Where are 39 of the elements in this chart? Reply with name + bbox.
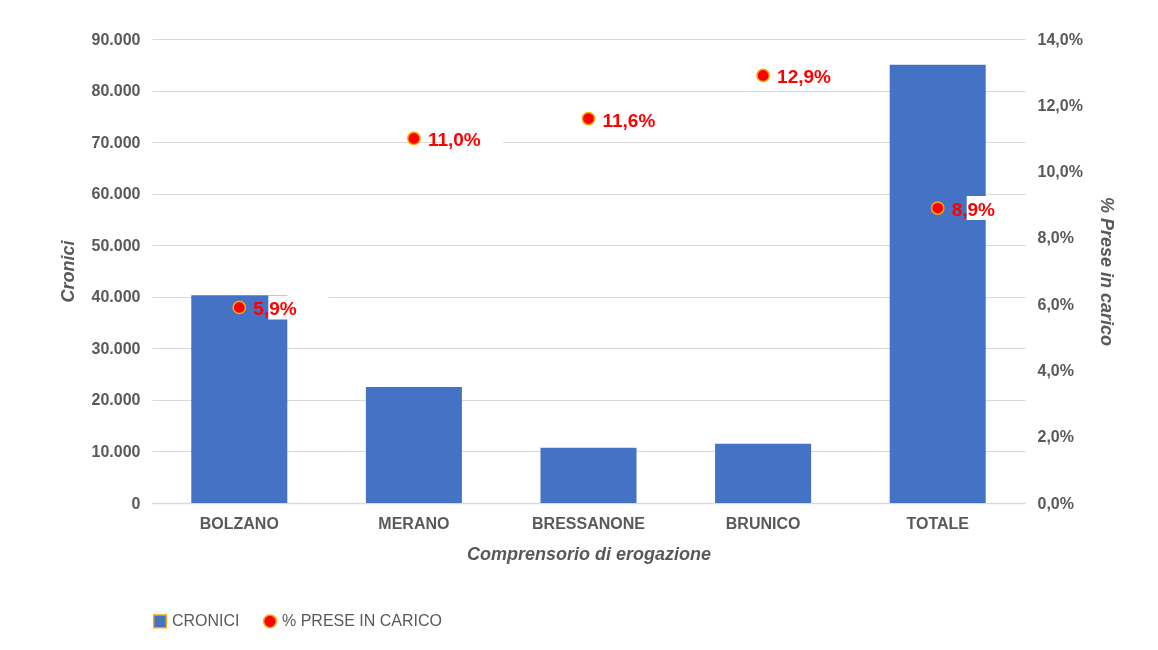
y-tick-label: 40.000	[91, 288, 141, 306]
y-tick-label: 80.000	[91, 82, 141, 100]
legend-label: % PRESE IN CARICO	[282, 612, 443, 630]
data-label: 12,9%	[777, 66, 832, 88]
y2-tick-label: 14,0%	[1037, 30, 1083, 48]
y-tick-label: 10.000	[91, 442, 141, 460]
y2-axis-title: % Prese in carico	[1096, 196, 1117, 347]
point	[930, 201, 945, 215]
y-tick-label: 30.000	[91, 339, 141, 357]
point	[581, 111, 596, 126]
y-tick-label: 20.000	[91, 391, 141, 409]
y-tick-label: 0	[131, 494, 141, 512]
y2-tick-label: 4,0%	[1037, 361, 1074, 379]
x-axis-title: Comprensorio di erogazione	[466, 543, 712, 564]
y-tick-label: 70.000	[91, 133, 141, 151]
y2-tick-label: 6,0%	[1037, 295, 1074, 313]
legend-label: CRONICI	[172, 612, 240, 630]
y2-tick-label: 2,0%	[1037, 428, 1074, 446]
x-tick-label: BOLZANO	[199, 514, 279, 532]
point	[232, 300, 247, 315]
data-label: 11,6%	[602, 109, 656, 131]
y2-tick-label: 0,0%	[1037, 494, 1074, 512]
point	[407, 131, 421, 146]
x-tick-label: BRUNICO	[725, 514, 801, 532]
x-tick-label: MERANO	[378, 514, 450, 532]
y-tick-label: 60.000	[91, 185, 141, 203]
bar	[540, 447, 637, 503]
x-tick-label: BRESSANONE	[532, 514, 646, 532]
y2-tick-label: 12,0%	[1037, 96, 1083, 114]
x-tick-label: TOTALE	[906, 514, 970, 532]
y2-tick-label: 10,0%	[1037, 163, 1083, 181]
y-axis-title: Cronici	[57, 239, 78, 303]
y-tick-label: 90.000	[91, 30, 141, 48]
y-tick-label: 50.000	[91, 236, 141, 254]
point	[756, 68, 770, 83]
bar	[715, 443, 812, 503]
bar	[365, 387, 462, 503]
data-label: 11,0%	[427, 129, 481, 151]
y2-tick-label: 8,0%	[1037, 229, 1074, 247]
